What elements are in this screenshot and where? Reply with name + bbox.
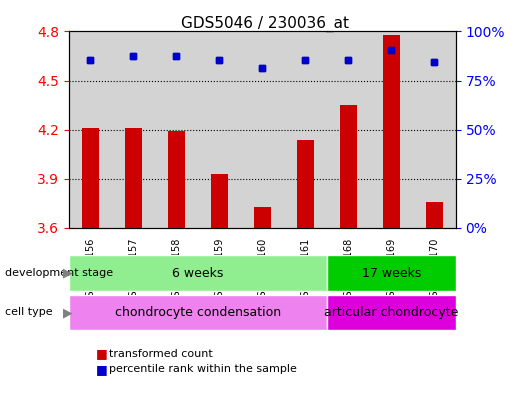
- Bar: [297, 140, 314, 228]
- FancyBboxPatch shape: [327, 295, 456, 330]
- Text: ■: ■: [95, 347, 107, 360]
- Text: transformed count: transformed count: [109, 349, 213, 359]
- Bar: [340, 105, 357, 228]
- Bar: [211, 174, 228, 228]
- Text: 17 weeks: 17 weeks: [361, 266, 421, 280]
- Bar: [82, 128, 99, 228]
- Bar: [426, 202, 443, 228]
- Bar: [198, 31, 241, 228]
- FancyBboxPatch shape: [69, 295, 327, 330]
- Bar: [284, 31, 327, 228]
- Bar: [241, 31, 284, 228]
- Bar: [413, 31, 456, 228]
- Bar: [168, 131, 185, 228]
- Text: percentile rank within the sample: percentile rank within the sample: [109, 364, 296, 375]
- Text: development stage: development stage: [5, 268, 113, 278]
- Bar: [254, 207, 271, 228]
- Bar: [297, 140, 314, 228]
- Bar: [125, 128, 142, 228]
- Text: ■: ■: [95, 363, 107, 376]
- FancyBboxPatch shape: [327, 255, 456, 291]
- Text: ▶: ▶: [63, 266, 72, 280]
- Text: chondrocyte condensation: chondrocyte condensation: [115, 306, 281, 319]
- Bar: [254, 207, 271, 228]
- Bar: [327, 31, 370, 228]
- Text: articular chondrocyte: articular chondrocyte: [324, 306, 458, 319]
- Bar: [383, 35, 400, 228]
- FancyBboxPatch shape: [69, 255, 327, 291]
- Bar: [112, 31, 155, 228]
- Bar: [82, 128, 99, 228]
- Bar: [370, 31, 413, 228]
- Text: cell type: cell type: [5, 307, 53, 318]
- Text: GDS5046 / 230036_at: GDS5046 / 230036_at: [181, 16, 349, 32]
- Bar: [383, 35, 400, 228]
- Bar: [69, 31, 112, 228]
- Bar: [426, 202, 443, 228]
- Text: 6 weeks: 6 weeks: [172, 266, 224, 280]
- Text: ▶: ▶: [63, 306, 72, 319]
- Bar: [125, 128, 142, 228]
- Bar: [168, 131, 185, 228]
- Bar: [211, 174, 228, 228]
- Bar: [155, 31, 198, 228]
- Bar: [340, 105, 357, 228]
